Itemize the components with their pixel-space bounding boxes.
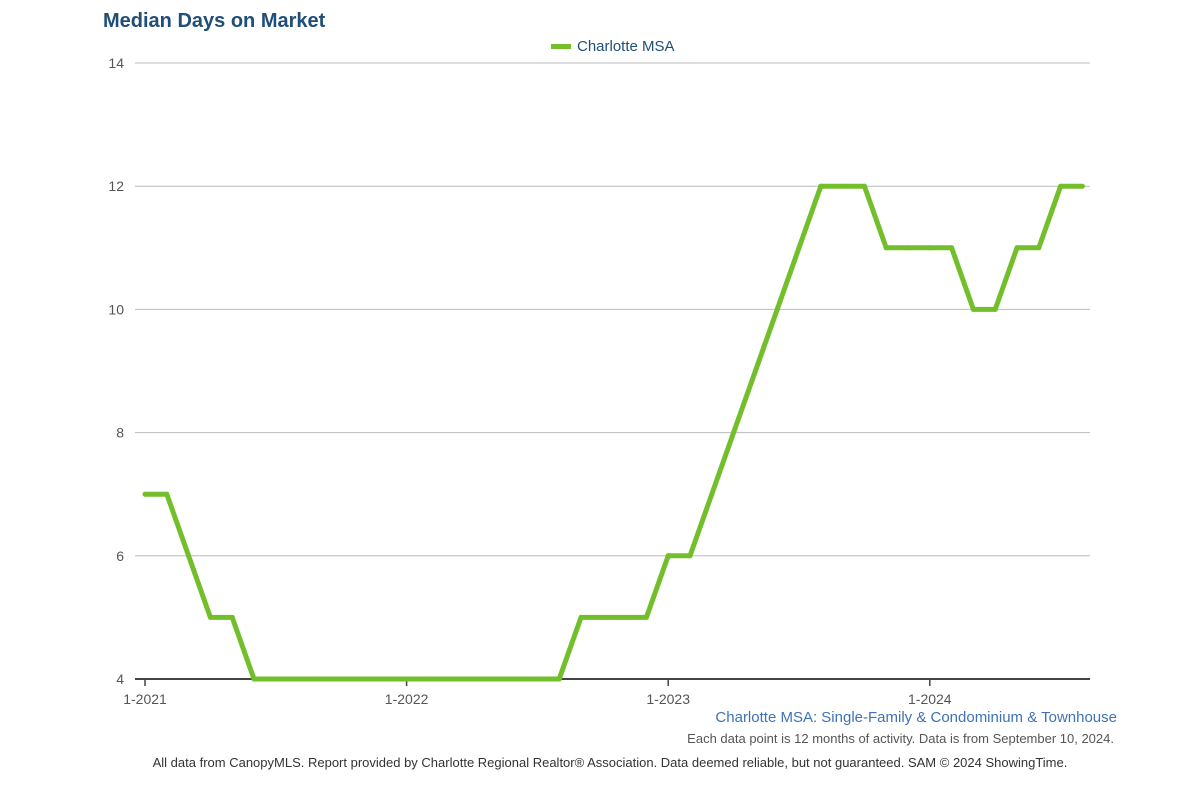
data-point	[927, 245, 933, 251]
x-tick-label: 1-2022	[385, 691, 429, 707]
y-tick-label: 10	[108, 301, 124, 317]
data-point	[447, 676, 453, 682]
data-point	[338, 676, 344, 682]
data-point	[534, 676, 540, 682]
data-point	[796, 245, 802, 251]
data-point	[207, 614, 213, 620]
data-point	[404, 676, 410, 682]
data-point	[556, 676, 562, 682]
data-point	[992, 306, 998, 312]
data-point	[731, 430, 737, 436]
data-point	[229, 614, 235, 620]
data-point	[142, 491, 148, 497]
legend-swatch	[551, 44, 571, 49]
data-point	[273, 676, 279, 682]
data-point	[970, 306, 976, 312]
data-point	[164, 491, 170, 497]
y-tick-label: 12	[108, 178, 124, 194]
data-point	[622, 614, 628, 620]
data-point	[578, 614, 584, 620]
data-point	[251, 676, 257, 682]
data-point	[774, 306, 780, 312]
series-group	[142, 183, 1085, 682]
data-point	[905, 245, 911, 251]
data-note: Each data point is 12 months of activity…	[687, 731, 1114, 746]
data-point	[1036, 245, 1042, 251]
series-line	[145, 183, 1083, 682]
footer-disclaimer: All data from CanopyMLS. Report provided…	[152, 755, 1068, 770]
chart-subtitle: Charlotte MSA: Single-Family & Condomini…	[715, 709, 1117, 726]
x-tick-label: 1-2024	[908, 691, 952, 707]
x-tick-label: 1-2023	[646, 691, 690, 707]
data-point	[425, 676, 431, 682]
data-point	[840, 183, 846, 189]
data-point	[949, 245, 955, 251]
y-tick-label: 8	[116, 425, 124, 441]
data-point	[360, 676, 366, 682]
y-axis-ticks: 4 6 8 10 12 14	[108, 55, 124, 687]
data-point	[709, 491, 715, 497]
data-point	[883, 245, 889, 251]
data-point	[1079, 183, 1085, 189]
data-point	[1014, 245, 1020, 251]
data-point	[861, 183, 867, 189]
y-tick-label: 6	[116, 548, 124, 564]
y-tick-label: 4	[116, 671, 124, 687]
data-point	[752, 368, 758, 374]
chart-title: Median Days on Market	[103, 10, 326, 32]
data-point	[818, 183, 824, 189]
x-axis: 1-2021 1-2022 1-2023 1-2024	[123, 678, 1090, 707]
legend: Charlotte MSA	[551, 38, 675, 55]
data-point	[295, 676, 301, 682]
data-point	[382, 676, 388, 682]
data-point	[316, 676, 322, 682]
data-point	[600, 614, 606, 620]
data-point	[1058, 183, 1064, 189]
data-point	[469, 676, 475, 682]
data-point	[491, 676, 497, 682]
grid-lines	[135, 62, 1090, 557]
data-point	[513, 676, 519, 682]
data-point	[687, 553, 693, 559]
data-point	[186, 553, 192, 559]
legend-label: Charlotte MSA	[577, 38, 675, 55]
y-tick-label: 14	[108, 55, 124, 71]
data-point	[665, 553, 671, 559]
data-point	[643, 614, 649, 620]
x-tick-label: 1-2021	[123, 691, 167, 707]
